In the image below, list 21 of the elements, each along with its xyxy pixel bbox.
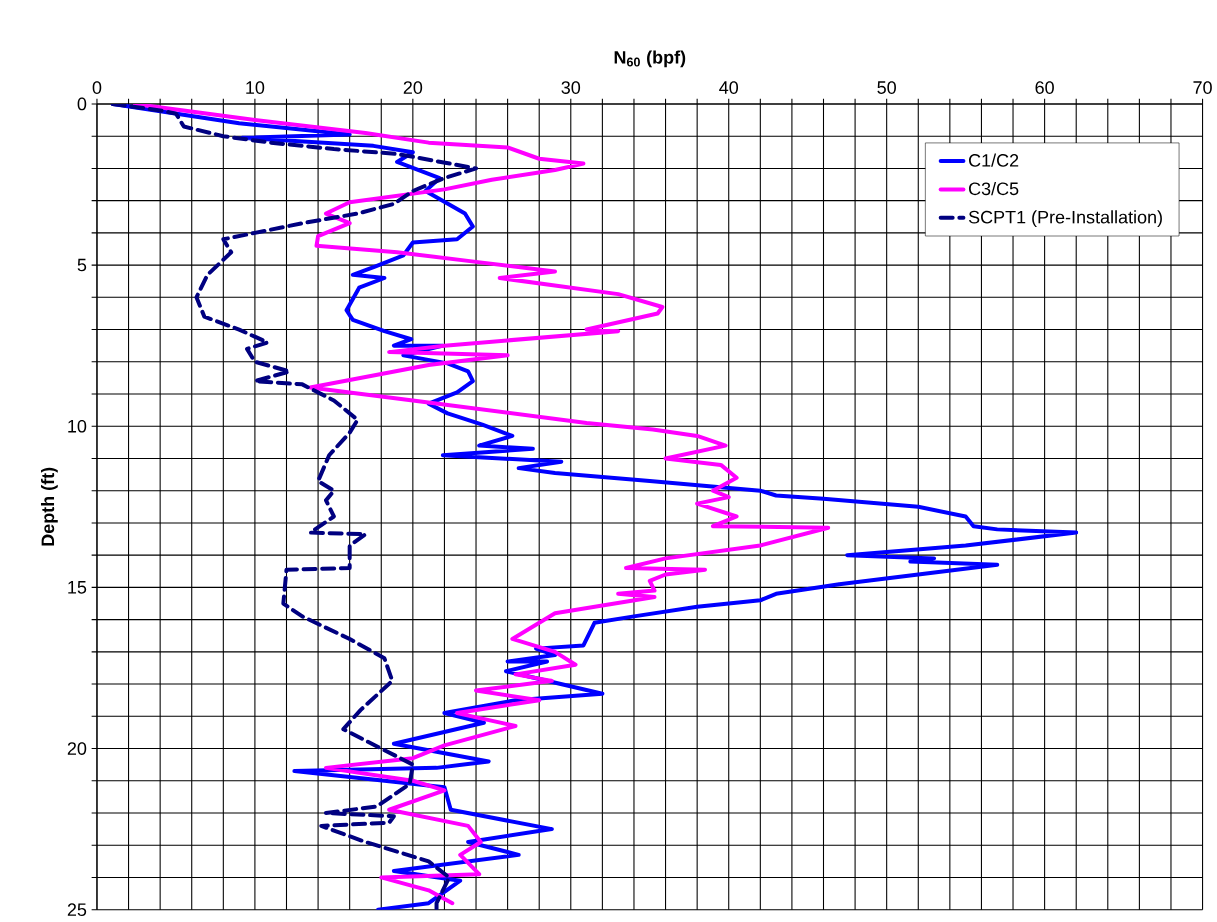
x-tick-label: 20 [403,81,423,95]
x-axis-title: N$_{60}$ (bpf) [614,50,686,68]
y-tick-label: 0 [77,97,87,111]
y-tick-label: 25 [67,903,87,917]
legend-label: SCPT1 (Pre-Installation) [968,210,1162,228]
x-tick-label: 10 [246,81,265,95]
x-tick-label: 40 [719,81,739,95]
x-tick-label: 50 [877,81,896,95]
x-tick-label: 70 [1193,81,1212,95]
x-tick-label: 0 [92,81,102,95]
legend-label: C1/C2 [969,153,1019,167]
y-tick-label: 10 [68,420,87,433]
y-tick-label: 20 [67,742,87,756]
line-series [132,104,831,906]
line-series [110,104,479,910]
x-tick-label: 60 [1035,81,1054,95]
y-axis-title: Depth (ft) [40,467,58,546]
x-tick-label: 30 [561,81,581,95]
y-tick-label: 5 [77,259,87,272]
legend-label: C3/C5 [969,182,1019,196]
y-tick-label: 15 [68,581,87,594]
